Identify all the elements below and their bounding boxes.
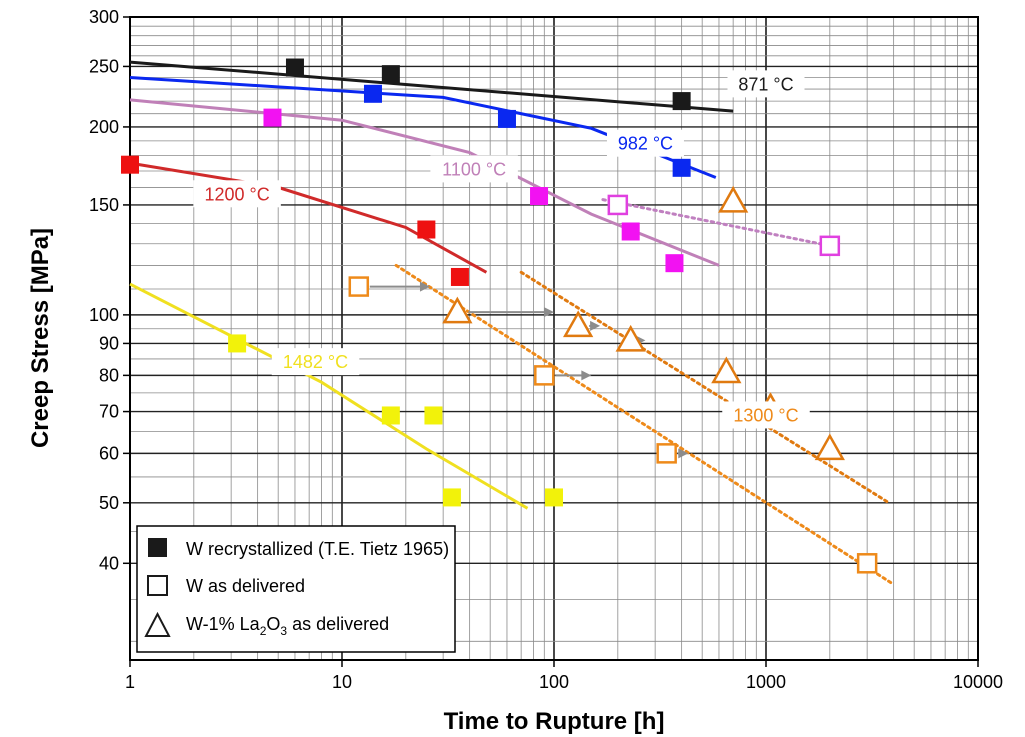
y-tick-label: 250 — [89, 56, 119, 76]
legend-la2o3-sub1: 2 — [260, 624, 267, 638]
legend-la2o3-part1: W-1% La — [186, 614, 261, 634]
fit-line — [129, 161, 488, 274]
legend-marker-open-triangle — [144, 611, 171, 637]
temperature-label: 1200 °C — [204, 184, 269, 204]
temperature-label-box — [606, 129, 684, 157]
marker-filled-square — [530, 187, 549, 206]
legend-label-la2o3: W-1% La2O3 as delivered — [186, 614, 389, 638]
axis-ticks: 1 10 100 1000 10000 40 50 60 70 80 90 100 150 200 250 3… — [89, 7, 1003, 692]
marker-filled-square — [672, 158, 691, 177]
marker-filled-square — [263, 108, 282, 127]
legend-marker-open-square — [147, 575, 168, 596]
marker-open-triangle — [442, 296, 473, 324]
marker-filled-square — [442, 488, 461, 507]
y-tick-label: 40 — [99, 553, 119, 573]
fit-line — [394, 263, 896, 586]
marker-filled-square — [363, 84, 382, 103]
temperature-label: 982 °C — [618, 134, 673, 154]
y-tick-label: 60 — [99, 443, 119, 463]
arrow-head — [544, 307, 554, 318]
legend-marker-filled-square — [148, 538, 167, 557]
marker-filled-square — [228, 334, 247, 353]
legend-la2o3-mid: O — [266, 614, 280, 634]
arrow-head — [590, 320, 601, 331]
arrow-head — [419, 281, 430, 292]
temperature-label-box — [430, 155, 518, 183]
marker-filled-square — [121, 155, 139, 174]
legend-label-recrystallized: W recrystallized (T.E. Tietz 1965) — [186, 539, 449, 559]
fit-line — [129, 282, 529, 510]
temperature-label: 1482 °C — [283, 352, 348, 372]
y-tick-label: 50 — [99, 493, 119, 513]
marker-open-square — [856, 553, 878, 574]
y-tick-label: 80 — [99, 365, 119, 385]
x-tick-label: 10 — [332, 672, 352, 692]
marker-open-triangle — [711, 356, 742, 384]
legend: W recrystallized (T.E. Tietz 1965) W as … — [136, 525, 456, 653]
marker-filled-square — [285, 58, 304, 77]
x-tick-label: 1 — [125, 672, 135, 692]
marker-open-square — [534, 365, 555, 386]
y-tick-label: 100 — [89, 305, 119, 325]
marker-open-triangle — [718, 185, 749, 213]
fit-line — [519, 270, 891, 505]
marker-open-triangle — [814, 433, 845, 461]
arrow-head — [581, 370, 592, 381]
legend-la2o3-sub2: 3 — [280, 624, 287, 638]
marker-filled-square — [665, 254, 684, 273]
y-axis-title: Creep Stress [MPa] — [27, 228, 54, 448]
marker-open-square — [819, 235, 841, 257]
arrow-head — [678, 448, 689, 459]
marker-filled-square — [381, 406, 400, 425]
x-tick-label: 100 — [539, 672, 569, 692]
marker-open-square — [348, 276, 370, 297]
marker-filled-square — [417, 220, 436, 239]
temperature-label: 1300 °C — [733, 405, 798, 425]
temperature-labels: 871 °C 982 °C 1100 °C 1200 °C 1482 °C 1300 °C — [193, 70, 810, 429]
fit-line — [129, 60, 734, 113]
legend-la2o3-tail: as delivered — [287, 614, 389, 634]
marker-filled-square — [545, 488, 563, 507]
temperature-label-box — [271, 348, 360, 376]
y-tick-label: 300 — [89, 7, 119, 27]
x-tick-label: 1000 — [746, 672, 786, 692]
temperature-label-box — [193, 180, 281, 208]
marker-open-square — [607, 194, 629, 216]
y-tick-label: 150 — [89, 195, 119, 215]
x-axis-title: Time to Rupture [h] — [444, 708, 665, 735]
y-tick-label: 200 — [89, 117, 119, 137]
marker-filled-square — [381, 65, 400, 84]
x-tick-label: 10000 — [953, 672, 1003, 692]
marker-filled-square — [621, 222, 640, 241]
y-tick-label: 70 — [99, 402, 119, 422]
marker-filled-square — [450, 267, 469, 286]
y-tick-label: 90 — [99, 333, 119, 353]
legend-box — [136, 525, 456, 653]
marker-open-square — [656, 443, 677, 464]
temperature-label-box — [722, 401, 810, 429]
temperature-label: 1100 °C — [442, 159, 506, 179]
fit-line — [601, 198, 832, 248]
marker-filled-square — [497, 109, 516, 128]
temperature-label: 871 °C — [738, 74, 793, 94]
marker-open-triangle — [563, 310, 594, 338]
marker-open-triangle — [615, 324, 646, 352]
marker-filled-square — [672, 92, 691, 111]
marker-filled-square — [424, 406, 443, 425]
legend-label-as-delivered: W as delivered — [186, 576, 305, 596]
temperature-label-box — [727, 70, 805, 98]
